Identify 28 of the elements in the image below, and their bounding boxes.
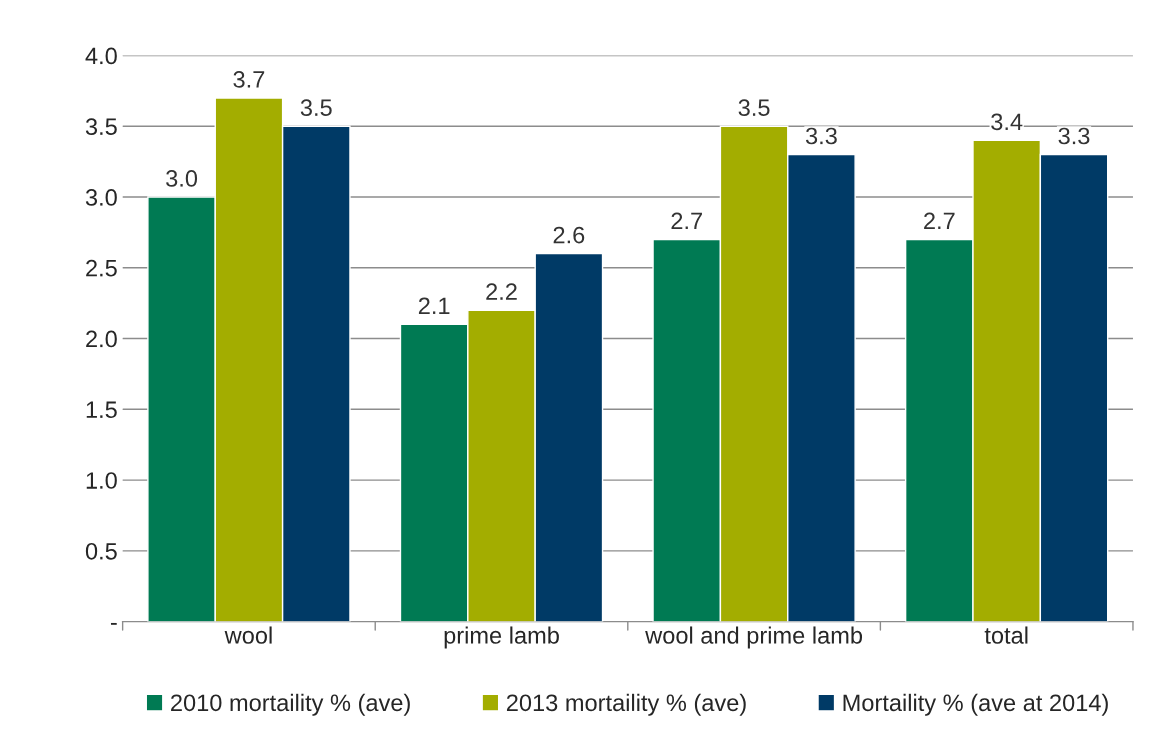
y-tick-label: 4.0	[85, 47, 117, 65]
legend-label: 2013 mortaility % (ave)	[506, 693, 746, 716]
data-label: 3.3	[805, 127, 837, 145]
data-label: 3.5	[738, 99, 770, 117]
data-label: 2.6	[553, 226, 585, 244]
y-tick-label: 0.5	[85, 542, 117, 560]
y-tick-label: 1.5	[86, 401, 117, 419]
y-tick-label: 2.0	[86, 330, 117, 348]
y-tick-label: 1.0	[86, 472, 117, 489]
data-label: 2.7	[924, 212, 955, 230]
y-tick-label: 2.5	[86, 259, 117, 277]
data-label: 3.4	[991, 113, 1023, 131]
y-tick-label: 3.5	[85, 118, 117, 136]
x-tick-label: prime lamb	[444, 626, 559, 649]
data-label: 3.3	[1058, 127, 1090, 145]
x-tick-label: total	[984, 626, 1028, 644]
y-tick-label: -	[110, 622, 117, 625]
data-label: 2.7	[671, 212, 702, 230]
legend-label: Mortaility % (ave at 2014)	[843, 693, 1108, 716]
data-label: 2.2	[486, 283, 517, 300]
legend-label: 2010 mortaility % (ave)	[171, 693, 410, 716]
x-tick-label: wool and prime lamb	[645, 626, 863, 649]
data-label: 3.0	[166, 170, 198, 187]
y-tick-label: 3.0	[85, 189, 117, 206]
data-label: 2.1	[418, 297, 450, 314]
data-label: 3.7	[233, 71, 265, 88]
x-tick-label: wool	[224, 626, 272, 644]
data-label: 3.5	[300, 99, 332, 117]
